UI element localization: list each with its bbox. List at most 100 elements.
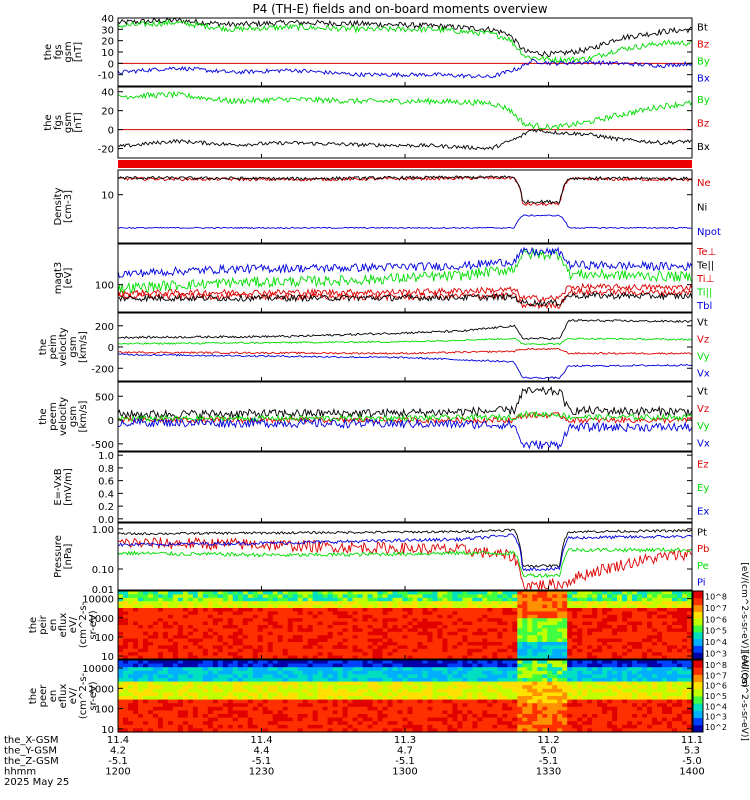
spectrogram-cell [652, 648, 658, 653]
spectrogram-cell [142, 670, 149, 675]
spectrogram-cell [492, 724, 498, 729]
spectrogram-cell [202, 648, 209, 653]
spectrogram-cell [252, 699, 259, 704]
spectrogram-cell [467, 628, 473, 633]
spectrogram-cell [202, 631, 209, 636]
spectrogram-cell [162, 724, 169, 729]
spectrogram-cell [462, 660, 468, 665]
spectrogram-cell [372, 628, 379, 633]
spectrogram-cell [407, 660, 414, 665]
spectrogram-cell [552, 717, 558, 722]
spectrogram-cell [132, 724, 139, 729]
spectrogram-cell [347, 655, 354, 660]
spectrogram-cell [497, 706, 503, 711]
spectrogram-cell [187, 717, 194, 722]
spectrogram-cell [467, 714, 473, 719]
spectrogram-cell [622, 601, 628, 606]
spectrogram-cell [252, 667, 259, 672]
spectrogram-cell [197, 591, 204, 595]
spectrogram-cell [677, 611, 683, 616]
spectrogram-cell [487, 717, 493, 722]
spectrogram-cell [612, 678, 618, 683]
spectrogram-cell [118, 618, 124, 623]
spectrogram-cell [562, 614, 568, 619]
spectrogram-cell [517, 635, 523, 640]
spectrogram-cell [202, 703, 209, 708]
spectrogram-cell [532, 678, 538, 683]
spectrogram-cell [152, 601, 159, 606]
spectrogram-cell [197, 635, 204, 640]
spectrogram-cell [512, 645, 518, 650]
spectrogram-cell [677, 663, 683, 668]
spectrogram-cell [292, 699, 299, 704]
spectrogram-cell [192, 703, 199, 708]
spectrogram-cell [512, 635, 518, 640]
spectrogram-cell [577, 655, 583, 660]
y-axis-label-line: peer [38, 684, 49, 708]
spectrogram-cell [482, 714, 488, 719]
spectrogram-cell [412, 710, 419, 715]
spectrogram-cell [672, 714, 678, 719]
series-line-pt [117, 528, 693, 568]
spectrogram-cell [672, 611, 678, 616]
spectrogram-cell [512, 655, 518, 660]
spectrogram-cell [287, 597, 294, 602]
spectrogram-cell [457, 601, 463, 606]
spectrogram-cell [567, 706, 573, 711]
spectrogram-cell [242, 681, 249, 686]
spectrogram-cell [422, 670, 429, 675]
spectrogram-cell [672, 717, 678, 722]
spectrogram-cell [682, 642, 688, 646]
spectrogram-cell [232, 601, 239, 606]
spectrogram-cell [407, 625, 414, 629]
spectrogram-cell [667, 670, 673, 675]
spectrogram-cell [127, 670, 134, 675]
spectrogram-cell [667, 594, 673, 599]
spectrogram-cell [517, 688, 523, 693]
spectrogram-cell [132, 614, 139, 619]
spectrogram-cell [592, 594, 598, 599]
spectrogram-cell [247, 645, 254, 650]
spectrogram-cell [592, 696, 598, 701]
spectrogram-cell [412, 724, 419, 729]
spectrogram-cell [607, 710, 613, 715]
spectrogram-cell [242, 642, 249, 646]
spectrogram-cell [472, 710, 478, 715]
spectrogram-cell [587, 685, 593, 690]
spectrogram-cell [682, 696, 688, 701]
spectrogram-cell [537, 667, 543, 672]
spectrogram-cell [142, 614, 149, 619]
spectrogram-cell [182, 638, 189, 643]
x-tick-label: -5.1 [539, 756, 559, 767]
spectrogram-cell [437, 638, 444, 643]
spectrogram-cell [342, 714, 349, 719]
spectrogram-cell [467, 728, 473, 733]
spectrogram-cell [562, 670, 568, 675]
spectrogram-cell [637, 645, 643, 650]
colorbar-segment [693, 591, 703, 599]
spectrogram-cell [312, 699, 319, 704]
spectrogram-cell [517, 710, 523, 715]
y-axis-label-line: [eV] [63, 268, 74, 289]
spectrogram-cell [402, 625, 409, 629]
spectrogram-cell [552, 594, 558, 599]
spectrogram-cell [637, 594, 643, 599]
spectrogram-cell [167, 645, 174, 650]
spectrogram-cell [542, 652, 548, 657]
spectrogram-cell [137, 710, 144, 715]
spectrogram-cell [462, 667, 468, 672]
spectrogram-cell [352, 670, 359, 675]
spectrogram-cell [582, 631, 588, 636]
spectrogram-cell [118, 688, 124, 693]
spectrogram-cell [132, 688, 139, 693]
spectrogram-cell [257, 655, 264, 660]
spectrogram-cell [497, 648, 503, 653]
spectrogram-cell [582, 638, 588, 643]
spectrogram-cell [527, 710, 533, 715]
spectrogram-cell [652, 652, 658, 657]
x-row-label: the_X-GSM [4, 735, 58, 746]
spectrogram-cell [257, 638, 264, 643]
spectrogram-cell [407, 594, 414, 599]
spectrogram-cell [547, 604, 553, 609]
spectrogram-cell [382, 706, 389, 711]
